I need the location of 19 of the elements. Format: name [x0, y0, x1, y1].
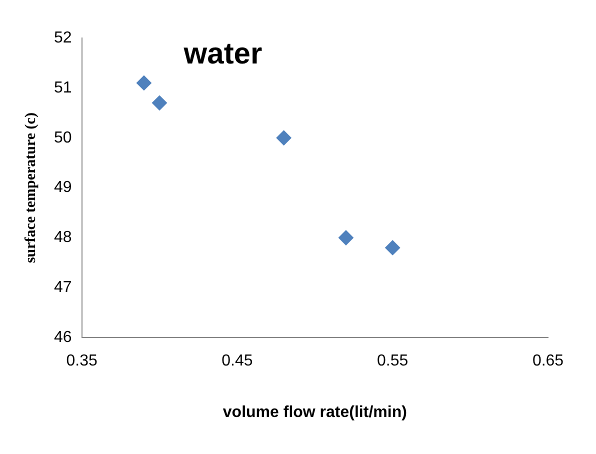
x-tick-label: 0.55 [377, 352, 408, 370]
y-tick-label: 50 [54, 129, 72, 146]
x-tick-label: 0.65 [532, 352, 564, 370]
y-tick-label: 48 [54, 229, 72, 246]
point [136, 75, 152, 90]
y-tick-label: 47 [54, 279, 72, 296]
chart-title: water [182, 37, 262, 70]
y-tick-label: 52 [54, 29, 72, 46]
point [385, 240, 400, 256]
x-axis-title: volume flow rate(lit/min) [222, 404, 407, 421]
y-tick-label: 51 [54, 79, 72, 96]
y-tick-label: 46 [54, 329, 72, 346]
point [276, 130, 292, 146]
x-tick-label: 0.45 [222, 352, 253, 370]
y-axis-title: surface temperature (c) [22, 112, 39, 264]
point [338, 230, 354, 246]
x-tick-label: 0.35 [66, 352, 98, 370]
y-tick-label: 49 [54, 179, 72, 196]
point [152, 95, 167, 110]
